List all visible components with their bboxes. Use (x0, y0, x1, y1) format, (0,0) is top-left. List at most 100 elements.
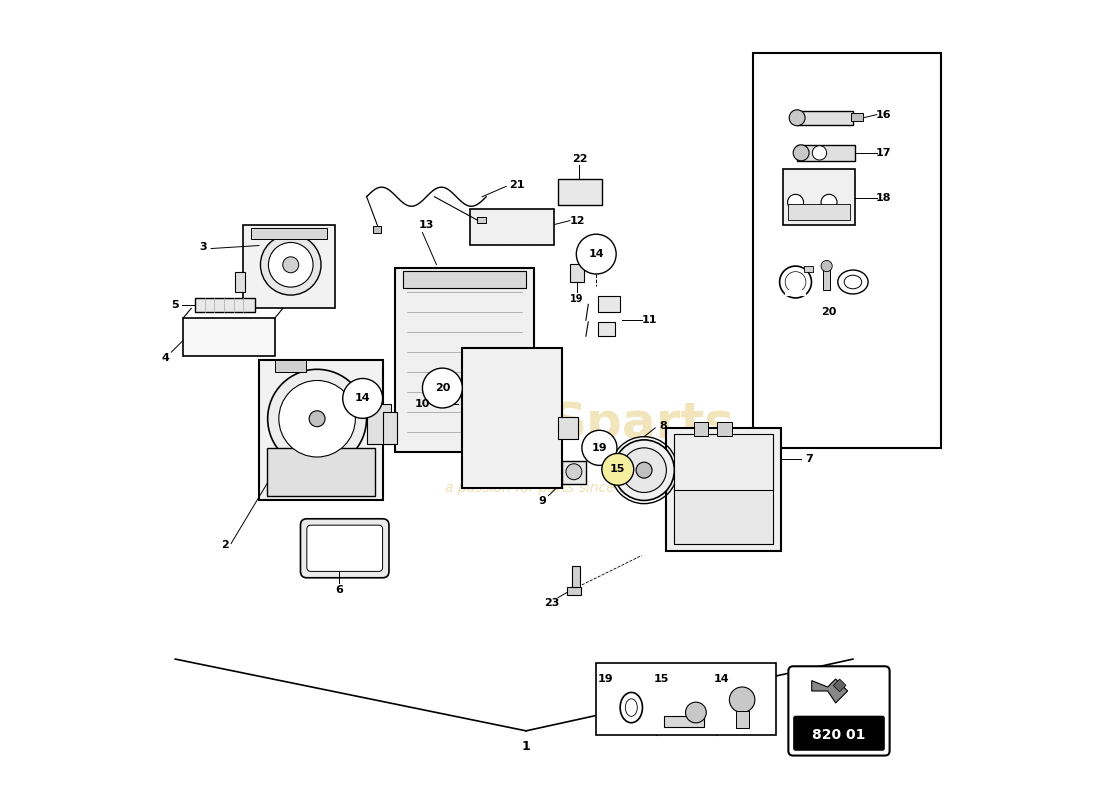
Bar (558, 417, 578, 439)
Bar (471, 209, 554, 245)
Bar (258, 360, 383, 500)
Bar (476, 217, 486, 223)
Circle shape (614, 440, 674, 501)
Bar (235, 273, 244, 292)
Text: 13: 13 (419, 220, 435, 230)
Polygon shape (812, 679, 848, 703)
Text: 10: 10 (415, 399, 430, 409)
Bar (462, 348, 562, 488)
Text: 3: 3 (199, 242, 207, 252)
Text: 6: 6 (334, 585, 343, 594)
Bar (373, 226, 381, 233)
Circle shape (621, 448, 667, 493)
Text: a passion for parts since 1985: a passion for parts since 1985 (446, 481, 654, 494)
Bar (562, 462, 586, 484)
Circle shape (283, 257, 299, 273)
Text: 14: 14 (355, 394, 371, 403)
Circle shape (602, 454, 634, 486)
Polygon shape (834, 679, 846, 692)
Circle shape (788, 194, 803, 210)
Bar (754, 54, 940, 448)
FancyBboxPatch shape (307, 525, 383, 571)
Bar (243, 225, 334, 308)
Circle shape (821, 194, 837, 210)
Bar (566, 587, 581, 595)
Text: 9: 9 (538, 496, 546, 506)
Circle shape (309, 410, 326, 426)
Bar (788, 204, 850, 220)
Ellipse shape (838, 270, 868, 294)
Circle shape (422, 368, 462, 408)
Text: 5: 5 (172, 300, 179, 310)
Bar (251, 228, 327, 239)
Text: 16: 16 (876, 110, 891, 119)
Text: Sparts: Sparts (550, 400, 734, 448)
Circle shape (267, 370, 366, 468)
Text: 18: 18 (876, 193, 891, 202)
Ellipse shape (844, 275, 861, 289)
Circle shape (636, 462, 652, 478)
Bar (795, 721, 882, 748)
Bar (267, 448, 375, 496)
Text: 15: 15 (653, 674, 669, 684)
Bar (596, 663, 776, 735)
Bar (395, 269, 535, 452)
Text: 1: 1 (521, 740, 530, 754)
Bar (717, 422, 732, 436)
Ellipse shape (625, 698, 637, 716)
Circle shape (268, 242, 313, 287)
Text: 19: 19 (592, 443, 607, 453)
Circle shape (278, 381, 355, 457)
Text: 8: 8 (659, 422, 667, 431)
Text: 19: 19 (598, 674, 614, 684)
Bar (184, 318, 275, 356)
Circle shape (821, 261, 833, 272)
Bar (195, 298, 255, 312)
FancyBboxPatch shape (793, 716, 884, 750)
Text: 820 01: 820 01 (812, 728, 866, 742)
Bar (673, 488, 773, 543)
Text: 20: 20 (822, 307, 837, 318)
Circle shape (582, 430, 617, 466)
Bar (798, 110, 852, 125)
Bar (785, 290, 806, 296)
Text: 4: 4 (162, 353, 169, 362)
Text: 22: 22 (572, 154, 587, 164)
FancyBboxPatch shape (300, 518, 389, 578)
Text: 23: 23 (543, 598, 559, 608)
Circle shape (812, 146, 826, 160)
Ellipse shape (620, 693, 642, 722)
Text: 7: 7 (805, 454, 813, 464)
Bar (693, 422, 708, 436)
Text: 21: 21 (509, 180, 525, 190)
Bar (851, 113, 864, 121)
Text: 2: 2 (221, 540, 229, 550)
Bar (798, 145, 855, 161)
Circle shape (780, 266, 812, 298)
Bar (597, 322, 615, 336)
Text: 17: 17 (876, 148, 891, 158)
Text: 20: 20 (434, 383, 450, 393)
Circle shape (565, 464, 582, 480)
Bar (366, 404, 390, 444)
Text: 14: 14 (714, 674, 729, 684)
Text: 11: 11 (642, 315, 658, 326)
Circle shape (261, 234, 321, 295)
Bar (664, 717, 704, 727)
Circle shape (793, 145, 810, 161)
Bar (558, 179, 602, 205)
Bar (570, 265, 584, 282)
Bar (275, 360, 306, 372)
Circle shape (685, 702, 706, 723)
Bar (383, 412, 397, 444)
Text: euro: euro (421, 400, 550, 448)
Bar (531, 412, 546, 444)
Text: 12: 12 (570, 216, 585, 226)
Bar (572, 566, 581, 590)
Bar (736, 711, 748, 729)
Bar (403, 271, 526, 288)
Circle shape (789, 110, 805, 126)
Bar (673, 434, 773, 490)
Bar (597, 296, 620, 312)
Text: 15: 15 (610, 464, 626, 474)
